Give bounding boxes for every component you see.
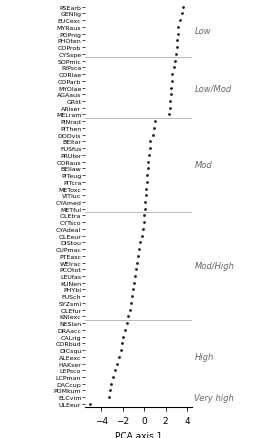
Text: Mod/High: Mod/High [194,262,234,271]
X-axis label: PCA axis 1: PCA axis 1 [115,431,163,438]
Text: Very high: Very high [194,393,234,402]
Text: Low/Mod: Low/Mod [194,84,232,93]
Text: Low: Low [194,27,211,36]
Text: High: High [194,353,214,361]
Text: Mod: Mod [194,161,212,170]
